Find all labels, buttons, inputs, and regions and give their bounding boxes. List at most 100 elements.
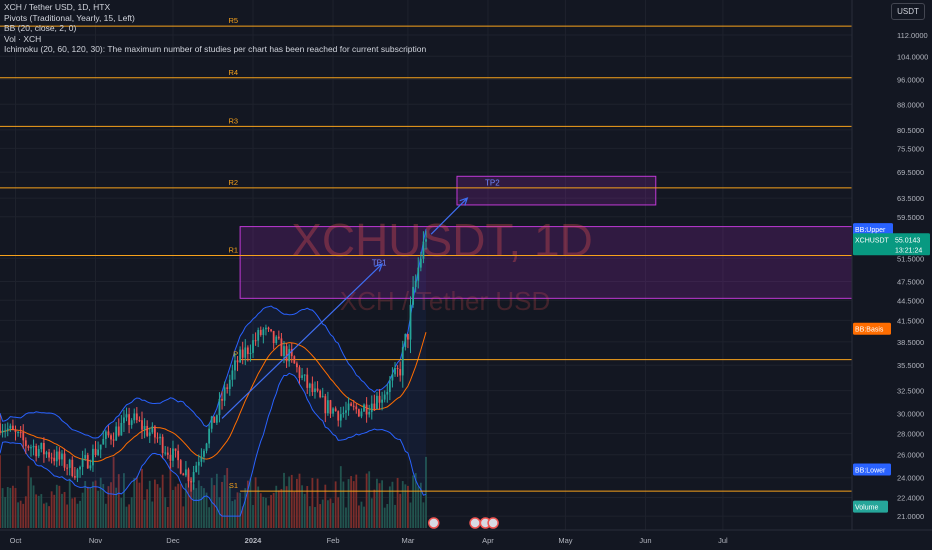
legend-pivots[interactable]: Pivots (Traditional, Yearly, 15, Left): [4, 12, 135, 23]
volume-bar: [50, 491, 53, 528]
zone-label: TP2: [485, 178, 500, 187]
bb-lower-line: [0, 372, 427, 517]
volume-bar: [265, 497, 267, 528]
candle-body: [378, 395, 381, 403]
volume-bar: [4, 496, 7, 528]
candle-body: [275, 336, 278, 344]
bb-lower-tag-bg: [853, 463, 891, 476]
economic-event-icon: [427, 517, 440, 529]
price-axis[interactable]: 112.0000 104.0000 96.0000 88.0000 80.5000 75.…: [851, 0, 932, 550]
candle-body: [50, 457, 53, 459]
candle-body: [241, 349, 244, 358]
legend-volume[interactable]: Vol · XCH: [4, 33, 42, 44]
watermark-symbol: XCHUSDT, 1D: [291, 214, 593, 266]
candle-body: [73, 476, 76, 478]
candle-body: [187, 469, 190, 482]
volume-bar: [107, 486, 110, 528]
arrow-label: TP1: [372, 259, 387, 268]
volume-bar: [94, 480, 97, 528]
volume-bar: [19, 500, 22, 528]
currency-button[interactable]: USDT: [891, 3, 925, 20]
candle-body: [239, 349, 242, 363]
volume-bar: [143, 499, 146, 528]
volume-bar: [241, 506, 244, 528]
volume-bar: [117, 474, 120, 528]
volume-bar: [197, 480, 200, 528]
volume-bar: [404, 484, 407, 528]
volume-bar: [30, 477, 32, 528]
volume-bar: [40, 494, 43, 528]
volume-bar: [53, 494, 56, 528]
candle-body: [63, 453, 66, 468]
candle-body: [329, 400, 332, 414]
volume-bar: [319, 504, 322, 528]
time-tick-label: Nov: [89, 536, 103, 545]
volume-bar: [213, 485, 216, 528]
volume-bar: [228, 486, 231, 528]
candle-body: [112, 439, 115, 441]
legend-ichimoku[interactable]: Ichimoku (20, 60, 120, 30): The maximum …: [4, 44, 427, 55]
trend-arrows: TP1: [221, 197, 469, 419]
candle-body: [234, 360, 236, 371]
candle-body: [12, 425, 14, 430]
time-tick-label: Jun: [639, 536, 651, 545]
candle-body: [316, 388, 319, 391]
time-tick-label: Feb: [327, 536, 340, 545]
legend-bb[interactable]: BB (20, close, 2, 0): [4, 23, 77, 34]
target-zone: [239, 226, 853, 299]
volume-bar: [391, 481, 394, 528]
volume-bar: [355, 474, 358, 528]
volume-bar: [166, 507, 169, 528]
candle-body: [161, 436, 164, 453]
candle-body: [203, 450, 205, 457]
candle-body: [342, 412, 345, 415]
candle-body: [252, 340, 254, 353]
candle-body: [319, 390, 322, 398]
price-tick-label: 44.5000: [897, 296, 924, 305]
price-tick-label: 47.5000: [897, 278, 924, 287]
volume-bar: [79, 500, 81, 528]
economic-event-icon: [469, 517, 481, 529]
candle-body: [35, 446, 38, 457]
volume-bar: [394, 504, 396, 528]
candle-body: [148, 432, 151, 436]
volume-bar: [97, 490, 100, 528]
pivot-label-p: P: [233, 350, 238, 359]
candle-body: [419, 258, 422, 268]
legend-title[interactable]: XCH / Tether USD, 1D, HTX: [4, 2, 111, 12]
candle-body: [143, 425, 146, 430]
volume-bar: [259, 493, 262, 528]
pivot-label-r5: R5: [229, 16, 239, 25]
volume-bar: [92, 481, 94, 528]
candle-body: [177, 450, 180, 461]
candle-body: [301, 375, 303, 378]
candle-body: [334, 408, 337, 412]
volume-bar: [425, 456, 427, 528]
candle-body: [138, 420, 141, 422]
volume-bar: [27, 465, 30, 528]
bb-fill: [0, 229, 426, 517]
candle-body: [391, 374, 394, 381]
candle-body: [166, 452, 169, 455]
candle-body: [1, 430, 4, 433]
volume-bar: [249, 478, 252, 528]
candle-body: [414, 280, 417, 287]
event-markers: [427, 517, 499, 529]
volume-bar: [221, 481, 223, 528]
pivot-label-r1: R1: [229, 245, 239, 254]
candle-body: [156, 437, 159, 439]
candle-body: [272, 331, 275, 344]
candle-body: [99, 444, 102, 450]
volume-bar: [61, 493, 63, 528]
volume-bar: [208, 507, 211, 528]
volume-bar: [130, 497, 133, 528]
candle-body: [174, 448, 177, 451]
candle-body: [53, 457, 56, 462]
volume-bar: [125, 506, 128, 528]
time-axis[interactable]: Oct Nov Dec 2024 Feb Mar Apr May Jun Jul: [0, 529, 932, 550]
volume-bar: [296, 478, 298, 528]
candle-body: [277, 336, 280, 339]
price-tick-label: 30.0000: [897, 410, 924, 419]
price-tick-label: 22.4000: [897, 494, 924, 503]
